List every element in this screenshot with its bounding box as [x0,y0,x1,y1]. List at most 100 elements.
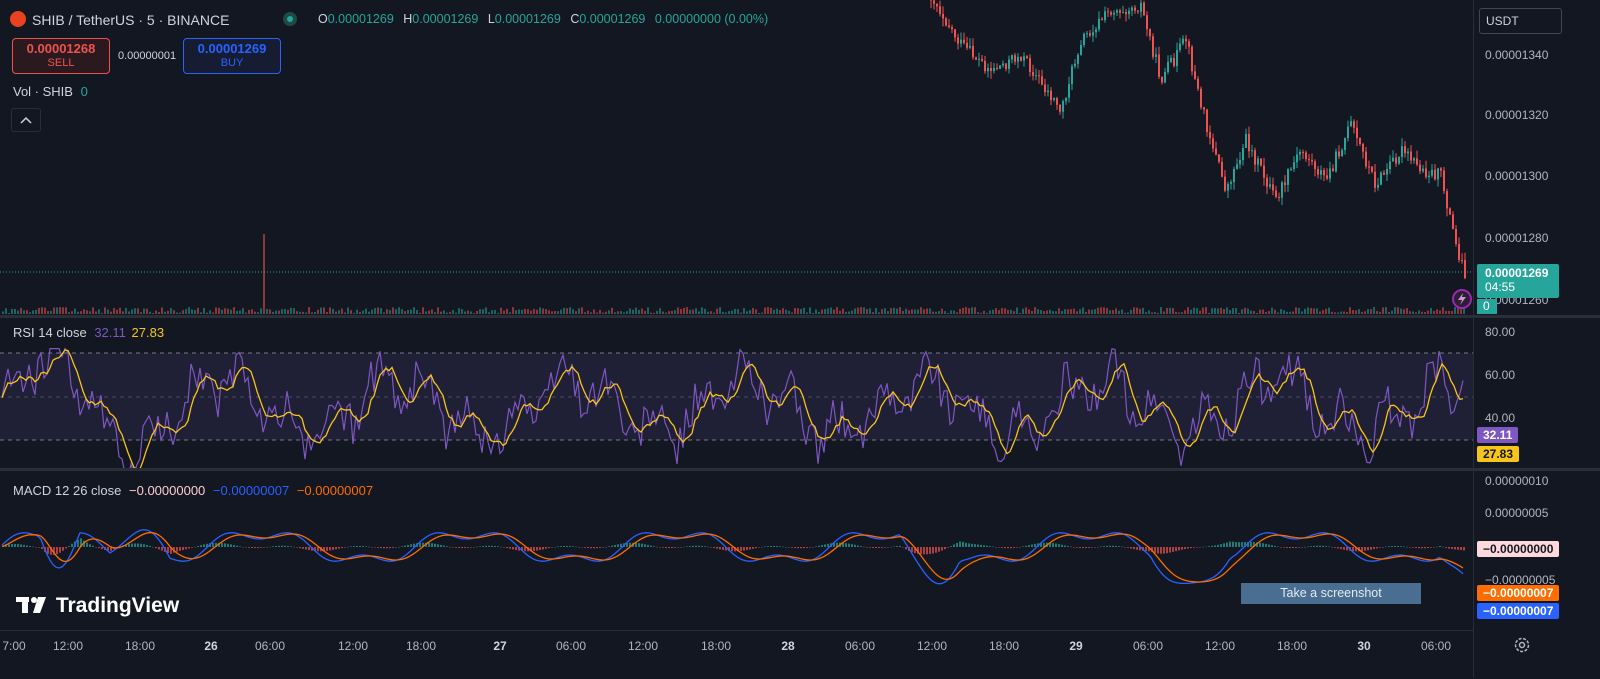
macd-hist-bar [377,547,379,548]
symbol-header[interactable]: SHIB / TetherUS · 5 · BINANCE [10,11,229,28]
rsi-legend[interactable]: RSI 14 close 32.11 27.83 [13,325,164,340]
volume-bar [419,313,421,314]
volume-bar [284,309,286,314]
volume-bar [230,310,232,314]
chart-settings-button[interactable] [1512,635,1532,655]
alert-button[interactable] [1452,289,1472,309]
volume-bar [1154,312,1156,314]
volume-bar [1124,313,1126,314]
macd-hist-bar [1280,547,1282,548]
macd-hist-bar [95,547,97,548]
volume-bar [869,308,871,314]
volume-bar [167,311,169,314]
volume-bar [536,310,538,314]
volume-bar [1355,310,1357,314]
candle-body [1458,244,1460,260]
volume-bar [116,310,118,314]
volume-bar [170,308,172,314]
tradingview-watermark[interactable]: TradingView [16,594,179,618]
volume-bar [227,309,229,314]
candle-body [966,43,968,48]
price-tick-1: 0.00001340 [1485,48,1548,62]
volume-bar [404,311,406,314]
macd-hist-bar [707,547,709,548]
pane-divider-1[interactable] [0,315,1600,318]
volume-bar [371,310,373,314]
volume-bar [722,312,724,314]
volume-bar [1097,308,1099,314]
collapse-legend-button[interactable] [11,108,41,132]
market-status-dot[interactable] [283,12,297,26]
macd-hist-bar [656,547,658,548]
macd-hist-bar [440,545,442,547]
volume-legend[interactable]: Vol · SHIB 0 [13,84,88,99]
candle-body [1134,8,1136,11]
macd-legend[interactable]: MACD 12 26 close −0.00000000 −0.00000007… [13,483,373,498]
sell-button[interactable]: 0.00001268 SELL [12,38,110,74]
macd-hist-bar [1415,547,1417,548]
macd-hist-bar [1277,547,1279,548]
candle-body [1245,134,1247,148]
candle-body [1356,128,1358,138]
volume-bar [980,313,982,314]
volume-bar [344,313,346,314]
volume-bar [1046,311,1048,314]
macd-hist-bar [398,547,400,548]
volume-bar [1310,308,1312,314]
volume-bar [668,311,670,314]
macd-hist-bar [515,547,517,550]
candle-body [1248,134,1250,151]
pane-divider-2[interactable] [0,468,1600,471]
macd-hist-bar [266,547,268,548]
volume-bar [1031,311,1033,314]
macd-hist-bar [251,547,253,548]
volume-bar [1049,310,1051,314]
macd-hist-bar [650,546,652,547]
volume-bar [233,307,235,314]
volume-bar [860,307,862,314]
volume-bar [974,307,976,314]
currency-button[interactable]: USDT [1479,8,1562,34]
macd-hist-bar [536,547,538,551]
candle-body [1392,158,1394,162]
macd-hist-bar [1202,547,1204,548]
candle-body [1191,47,1193,72]
macd-hist-bar [1319,546,1321,547]
macd-hist-bar [1112,546,1114,547]
volume-bar [551,311,553,314]
macd-hist-bar [395,547,397,548]
macd-hist-bar [1430,547,1432,548]
volume-bar [992,310,994,314]
candle-body [1116,10,1118,13]
watermark-text: TradingView [56,594,179,617]
candle-body [1125,12,1127,14]
volume-bar [1403,309,1405,314]
macd-hist-bar [1400,546,1402,547]
buy-button[interactable]: 0.00001269 BUY [183,38,281,74]
volume-bar [125,308,127,314]
candle-body [1062,101,1064,112]
macd-hist-bar [851,544,853,547]
candle-body [1233,169,1235,182]
macd-hist-bar [1145,547,1147,551]
volume-bar [1397,307,1399,314]
volume-bar [1157,313,1159,314]
volume-bar [377,307,379,314]
volume-bar [1064,309,1066,314]
volume-bar [263,234,265,314]
macd-hist-bar [290,546,292,547]
volume-bar [1253,311,1255,314]
candle-body [1374,172,1376,188]
macd-hist-bar [740,547,742,551]
volume-bar [1442,307,1444,314]
macd-hist-bar [1403,547,1405,548]
macd-hist-bar [956,543,958,547]
candle-body [1197,79,1199,89]
time-tick: 12:00 [53,639,83,653]
volume-bar [1343,312,1345,314]
rsi-pane[interactable] [0,322,1473,468]
macd-hist-bar [1409,547,1411,548]
volume-bar [1220,308,1222,314]
volume-bar [356,310,358,314]
